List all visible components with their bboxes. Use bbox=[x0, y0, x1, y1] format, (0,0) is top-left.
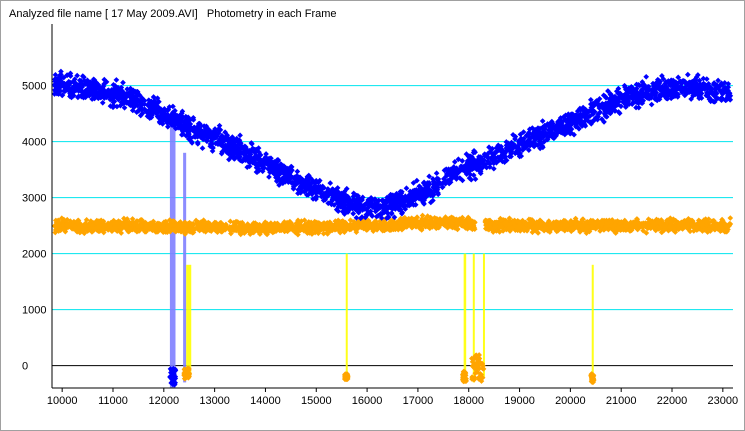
point bbox=[118, 230, 125, 236]
point bbox=[535, 230, 541, 236]
marker-bands bbox=[169, 124, 594, 389]
point bbox=[75, 217, 81, 224]
point bbox=[308, 219, 314, 226]
point bbox=[414, 214, 420, 221]
chart-title: Analyzed file name [ 17 May 2009.AVI] Ph… bbox=[9, 8, 337, 20]
point bbox=[727, 215, 734, 221]
marker-band bbox=[345, 253, 348, 377]
marker-band bbox=[472, 253, 475, 383]
point bbox=[335, 217, 342, 224]
point bbox=[401, 214, 408, 221]
point bbox=[301, 217, 308, 224]
point bbox=[612, 230, 619, 236]
marker-band bbox=[591, 264, 594, 380]
point bbox=[352, 226, 359, 233]
marker-band bbox=[186, 264, 192, 377]
point bbox=[129, 216, 136, 222]
data-points bbox=[51, 68, 734, 388]
marker-band bbox=[482, 253, 485, 377]
marker-band bbox=[169, 124, 176, 389]
marker-band bbox=[463, 253, 467, 383]
series-comparison bbox=[51, 212, 734, 238]
point bbox=[121, 215, 127, 222]
marker-band bbox=[183, 152, 187, 383]
